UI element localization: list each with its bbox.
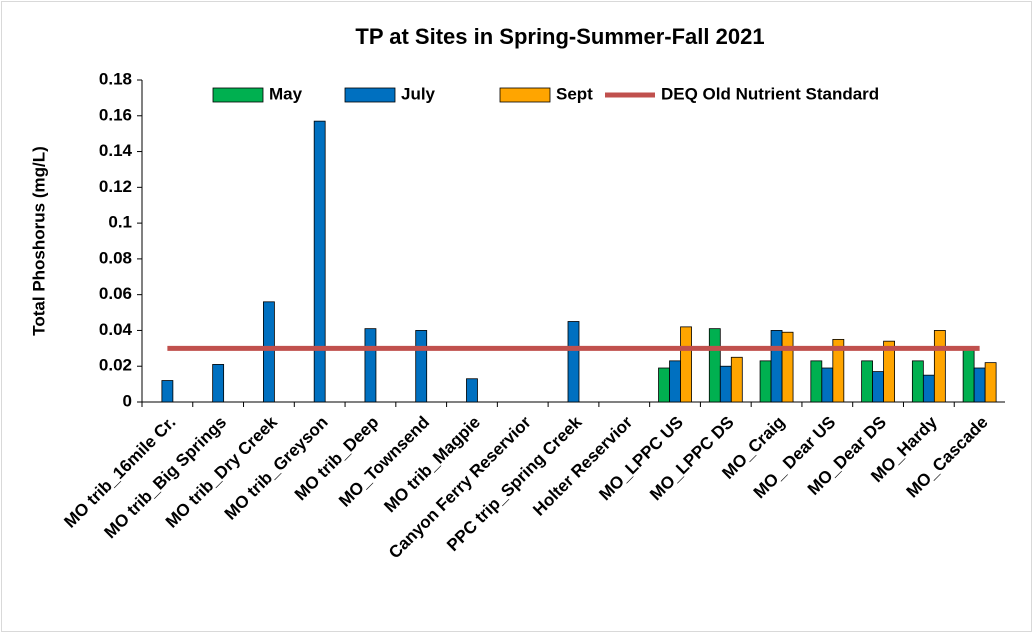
legend-label: May	[269, 84, 303, 103]
bar	[466, 378, 478, 403]
bar	[567, 321, 580, 403]
bar	[708, 328, 721, 403]
y-tick-label: 0.14	[99, 141, 133, 160]
bar	[973, 367, 986, 403]
y-tick-label: 0.04	[99, 320, 133, 339]
bar	[730, 356, 743, 403]
legend-swatch	[212, 87, 264, 103]
y-axis-label: Total Phoshorus (mg/L)	[29, 146, 48, 336]
chart-title: TP at Sites in Spring-Summer-Fall 2021	[355, 24, 764, 49]
bar	[922, 374, 935, 403]
bar	[933, 330, 946, 403]
bar	[781, 331, 794, 403]
bar	[161, 380, 174, 403]
y-tick-label: 0.06	[99, 284, 132, 303]
y-tick-label: 0.16	[99, 105, 132, 124]
bar	[364, 328, 377, 403]
bar	[810, 360, 823, 403]
y-tick-label: 0	[123, 391, 132, 410]
bar	[658, 367, 670, 403]
bar	[415, 330, 428, 403]
bar	[821, 367, 834, 403]
legend-label: Sept	[556, 84, 593, 103]
bar	[911, 360, 924, 403]
bar	[212, 364, 225, 403]
bar	[759, 360, 772, 403]
bar	[872, 371, 884, 403]
legend-label: July	[401, 84, 436, 103]
y-tick-label: 0.1	[108, 213, 132, 232]
bar	[861, 360, 873, 403]
bar	[962, 347, 975, 403]
y-tick-label: 0.02	[99, 356, 132, 375]
y-tick-label: 0.12	[99, 177, 132, 196]
bar	[883, 340, 895, 403]
bar	[770, 330, 783, 403]
bar	[984, 362, 997, 403]
legend-swatch	[499, 87, 551, 103]
legend-swatch	[344, 87, 396, 103]
bar	[719, 365, 732, 403]
bar	[832, 338, 845, 403]
y-tick-label: 0.18	[99, 69, 132, 88]
y-tick-label: 0.08	[99, 248, 132, 267]
legend-label: DEQ Old Nutrient Standard	[661, 84, 879, 103]
bar	[680, 326, 692, 403]
bar	[669, 360, 681, 403]
bar	[263, 301, 275, 403]
bar	[313, 120, 326, 403]
